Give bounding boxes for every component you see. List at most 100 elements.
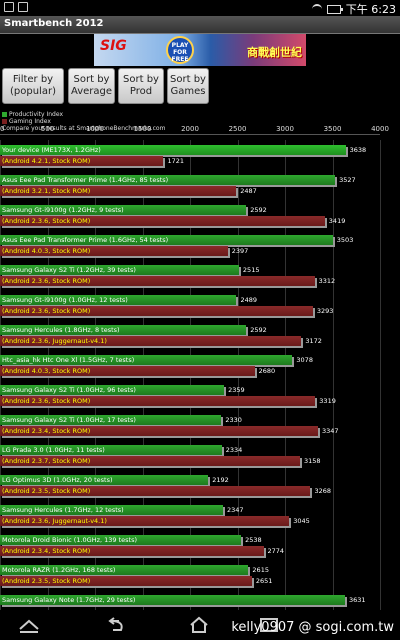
gaming-bar[interactable]: (Android 2.3.6, Stock ROM) xyxy=(0,396,316,406)
device-label: Samsung Galaxy S2 Ti (1.2GHz, 39 tests) xyxy=(2,266,136,274)
gaming-bar[interactable]: (Android 4.0.3, Stock ROM) xyxy=(0,246,228,256)
productivity-bar[interactable]: Samsung Galaxy S2 Ti (1.0GHz, 17 tests) xyxy=(0,415,222,425)
productivity-value: 2359 xyxy=(228,386,245,394)
gaming-value: 3172 xyxy=(305,337,322,345)
productivity-bar[interactable]: Samsung Gt-i9100g (1.2GHz, 9 tests) xyxy=(0,205,247,215)
productivity-bar[interactable]: Samsung Galaxy S2 Ti (1.2GHz, 39 tests) xyxy=(0,265,239,275)
device-label: Motorola RAZR (1.2GHz, 168 tests) xyxy=(2,566,116,574)
productivity-value: 2592 xyxy=(250,326,267,334)
sort-by-games-button[interactable]: Sort by Games xyxy=(167,68,209,104)
device-label: Samsung Hercules (1.7GHz, 12 tests) xyxy=(2,506,124,514)
recent-apps-icon[interactable] xyxy=(258,616,280,634)
productivity-value: 2538 xyxy=(245,536,262,544)
gaming-bar[interactable]: (Android 2.3.6, Stock ROM) xyxy=(0,216,325,226)
productivity-value: 2489 xyxy=(240,296,257,304)
x-tick-label: 3500 xyxy=(323,125,342,133)
device-label: Motorola Droid Bionic (1.0GHz, 139 tests… xyxy=(2,536,138,544)
productivity-bar[interactable]: Asus Eee Pad Transformer Prime (1.4GHz, … xyxy=(0,175,336,185)
firmware-label: (Android 2.3.6, Stock ROM) xyxy=(2,307,91,315)
productivity-bar[interactable]: Your device (ME173X, 1.2GHz) xyxy=(0,145,346,155)
hide-keyboard-icon[interactable] xyxy=(18,616,40,634)
gaming-value: 2487 xyxy=(240,187,257,195)
productivity-bar[interactable]: Samsung Hercules (1.7GHz, 12 tests) xyxy=(0,505,223,515)
firmware-label: (Android 2.3.6, Juggernaut-v4.1) xyxy=(2,517,107,525)
productivity-bar[interactable]: Samsung Galaxy Note (1.7GHz, 29 tests) xyxy=(0,595,345,605)
gaming-bar[interactable]: (Android 2.3.6, Juggernaut-v4.1) xyxy=(0,336,302,346)
productivity-value: 3638 xyxy=(349,146,367,154)
device-label: Samsung Galaxy S2 Ti (1.0GHz, 96 tests) xyxy=(2,386,136,394)
productivity-bar[interactable]: Samsung Gt-i9100g (1.0GHz, 12 tests) xyxy=(0,295,237,305)
sort-by-prod-button[interactable]: Sort by Prod xyxy=(118,68,164,104)
firmware-label: (Android 2.3.6, Juggernaut-v4.1) xyxy=(2,337,107,345)
productivity-value: 2347 xyxy=(226,506,244,514)
firmware-label: (Android 2.3.6, Stock ROM) xyxy=(2,397,91,405)
gaming-value: 3045 xyxy=(293,517,310,525)
chart-legend: Productivity Index Gaming Index Compare … xyxy=(2,111,165,132)
benchmark-chart[interactable]: Your device (ME173X, 1.2GHz) 3638 (Android… xyxy=(0,140,400,610)
device-label: Your device (ME173X, 1.2GHz) xyxy=(2,146,101,154)
gaming-value: 2397 xyxy=(231,247,249,255)
productivity-bar[interactable]: Samsung Galaxy S2 Ti (1.0GHz, 96 tests) xyxy=(0,385,225,395)
gaming-bar[interactable]: (Android 2.3.5, Stock ROM) xyxy=(0,486,311,496)
device-label: Samsung Galaxy Note (1.7GHz, 29 tests) xyxy=(2,596,136,604)
gaming-value: 3319 xyxy=(319,397,336,405)
productivity-value: 3503 xyxy=(336,236,354,244)
gaming-value: 1721 xyxy=(167,157,185,165)
clock: 下午 6:23 xyxy=(345,3,396,16)
productivity-bar[interactable]: Htc_asia_hk Htc One Xl (1.5GHz, 7 tests) xyxy=(0,355,293,365)
gaming-value: 3293 xyxy=(316,307,334,315)
status-bar: 下午 6:23 xyxy=(0,0,400,16)
x-axis-line xyxy=(0,134,380,135)
x-tick-label: 3000 xyxy=(276,125,294,133)
ad-play-badge: PLAY FOR FREE xyxy=(166,36,194,64)
productivity-bar[interactable]: LG Optimus 3D (1.0GHz, 20 tests) xyxy=(0,475,209,485)
gaming-bar[interactable]: (Android 2.3.4, Stock ROM) xyxy=(0,546,264,556)
device-label: Htc_asia_hk Htc One Xl (1.5GHz, 7 tests) xyxy=(2,356,135,364)
gaming-bar[interactable]: (Android 2.3.4, Stock ROM) xyxy=(0,426,318,436)
notification-icon xyxy=(18,2,28,12)
app-title: Smartbench 2012 xyxy=(4,18,104,29)
firmware-label: (Android 2.3.7, Stock ROM) xyxy=(2,457,91,465)
x-tick-label: 0 xyxy=(0,125,5,133)
productivity-bar[interactable]: Asus Eee Pad Transformer Prime (1.6GHz, … xyxy=(0,235,333,245)
x-axis: 0 500 1000 1500 2000 2500 3000 3500 4000 xyxy=(0,125,400,135)
gaming-bar[interactable]: (Android 4.2.1, Stock ROM) xyxy=(0,156,164,166)
gaming-bar[interactable]: (Android 2.3.6, Juggernaut-v4.1) xyxy=(0,516,290,526)
filter-popular-button[interactable]: Filter by (popular) xyxy=(2,68,64,104)
gaming-value: 3419 xyxy=(328,217,346,225)
home-icon[interactable] xyxy=(188,616,210,634)
firmware-label: (Android 2.3.6, Stock ROM) xyxy=(2,277,91,285)
firmware-label: (Android 2.3.5, Stock ROM) xyxy=(2,577,91,585)
gaming-bar[interactable]: (Android 2.3.6, Stock ROM) xyxy=(0,306,313,316)
notification-icon xyxy=(4,2,14,12)
productivity-value: 2592 xyxy=(250,206,267,214)
productivity-bar[interactable]: Motorola RAZR (1.2GHz, 168 tests) xyxy=(0,565,249,575)
firmware-label: (Android 4.0.3, Stock ROM) xyxy=(2,367,91,375)
gaming-bar[interactable]: (Android 4.0.3, Stock ROM) xyxy=(0,366,255,376)
ad-banner[interactable]: SIG PLAY FOR FREE 商戰創世紀 xyxy=(94,34,306,66)
back-icon[interactable] xyxy=(105,616,127,634)
device-label: Samsung Gt-i9100g (1.2GHz, 9 tests) xyxy=(2,206,124,214)
productivity-value: 2515 xyxy=(242,266,260,274)
grid-line xyxy=(380,140,381,610)
productivity-bar[interactable]: LG Prada 3.0 (1.0GHz, 11 tests) xyxy=(0,445,222,455)
firmware-label: (Android 4.0.3, Stock ROM) xyxy=(2,247,91,255)
gaming-bar[interactable]: (Android 3.2.1, Stock ROM) xyxy=(0,186,237,196)
gaming-bar[interactable]: (Android 2.3.6, Stock ROM) xyxy=(0,276,315,286)
gaming-bar[interactable]: (Android 2.3.7, Stock ROM) xyxy=(0,456,300,466)
x-tick-label: 4000 xyxy=(371,125,389,133)
productivity-bar[interactable]: Samsung Hercules (1.8GHz, 8 tests) xyxy=(0,325,247,335)
productivity-value: 2330 xyxy=(225,416,242,424)
x-tick-label: 2500 xyxy=(228,125,247,133)
firmware-label: (Android 2.3.5, Stock ROM) xyxy=(2,487,91,495)
device-label: Asus Eee Pad Transformer Prime (1.6GHz, … xyxy=(2,236,169,244)
x-tick-label: 1500 xyxy=(133,125,152,133)
sort-by-average-button[interactable]: Sort by Average xyxy=(68,68,115,104)
productivity-value: 2334 xyxy=(225,446,243,454)
productivity-bar[interactable]: Motorola Droid Bionic (1.0GHz, 139 tests… xyxy=(0,535,242,545)
nav-bar: kelly0907 @ sogi.com.tw xyxy=(0,612,400,640)
firmware-label: (Android 4.2.1, Stock ROM) xyxy=(2,157,91,165)
gaming-bar[interactable]: (Android 2.3.5, Stock ROM) xyxy=(0,576,252,586)
device-label: Samsung Galaxy S2 Ti (1.0GHz, 17 tests) xyxy=(2,416,136,424)
wifi-icon xyxy=(311,4,322,14)
